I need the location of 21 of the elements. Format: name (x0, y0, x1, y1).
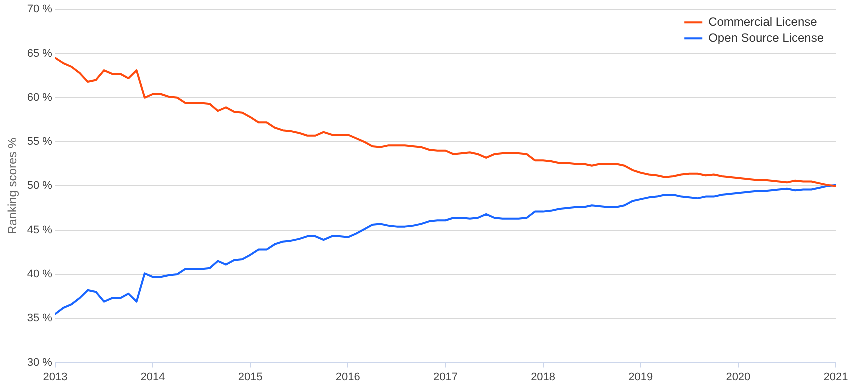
x-tick-label: 2018 (531, 371, 556, 384)
legend-label: Commercial License (708, 14, 818, 29)
x-tick-label: 2013 (43, 371, 68, 384)
y-tick-label: 35 % (27, 312, 53, 325)
y-axis-title: Ranking scores % (6, 138, 20, 235)
x-tick-label: 2016 (336, 371, 360, 384)
x-tick-label: 2019 (628, 371, 654, 384)
x-tick-label: 2020 (726, 371, 751, 384)
y-tick-label: 40 % (27, 268, 53, 281)
x-tick-label: 2014 (140, 371, 166, 384)
x-tick-label: 2021 (824, 371, 848, 384)
y-tick-label: 30 % (27, 356, 53, 369)
y-tick-label: 60 % (27, 92, 53, 104)
x-tick-label: 2017 (433, 371, 458, 384)
y-tick-label: 70 % (27, 4, 53, 16)
y-tick-label: 65 % (27, 48, 53, 60)
y-tick-label: 50 % (27, 180, 53, 192)
y-tick-label: 55 % (27, 136, 53, 148)
legend-label: Open Source License (708, 30, 824, 45)
x-tick-label: 2015 (238, 371, 263, 384)
y-tick-label: 45 % (27, 224, 53, 236)
